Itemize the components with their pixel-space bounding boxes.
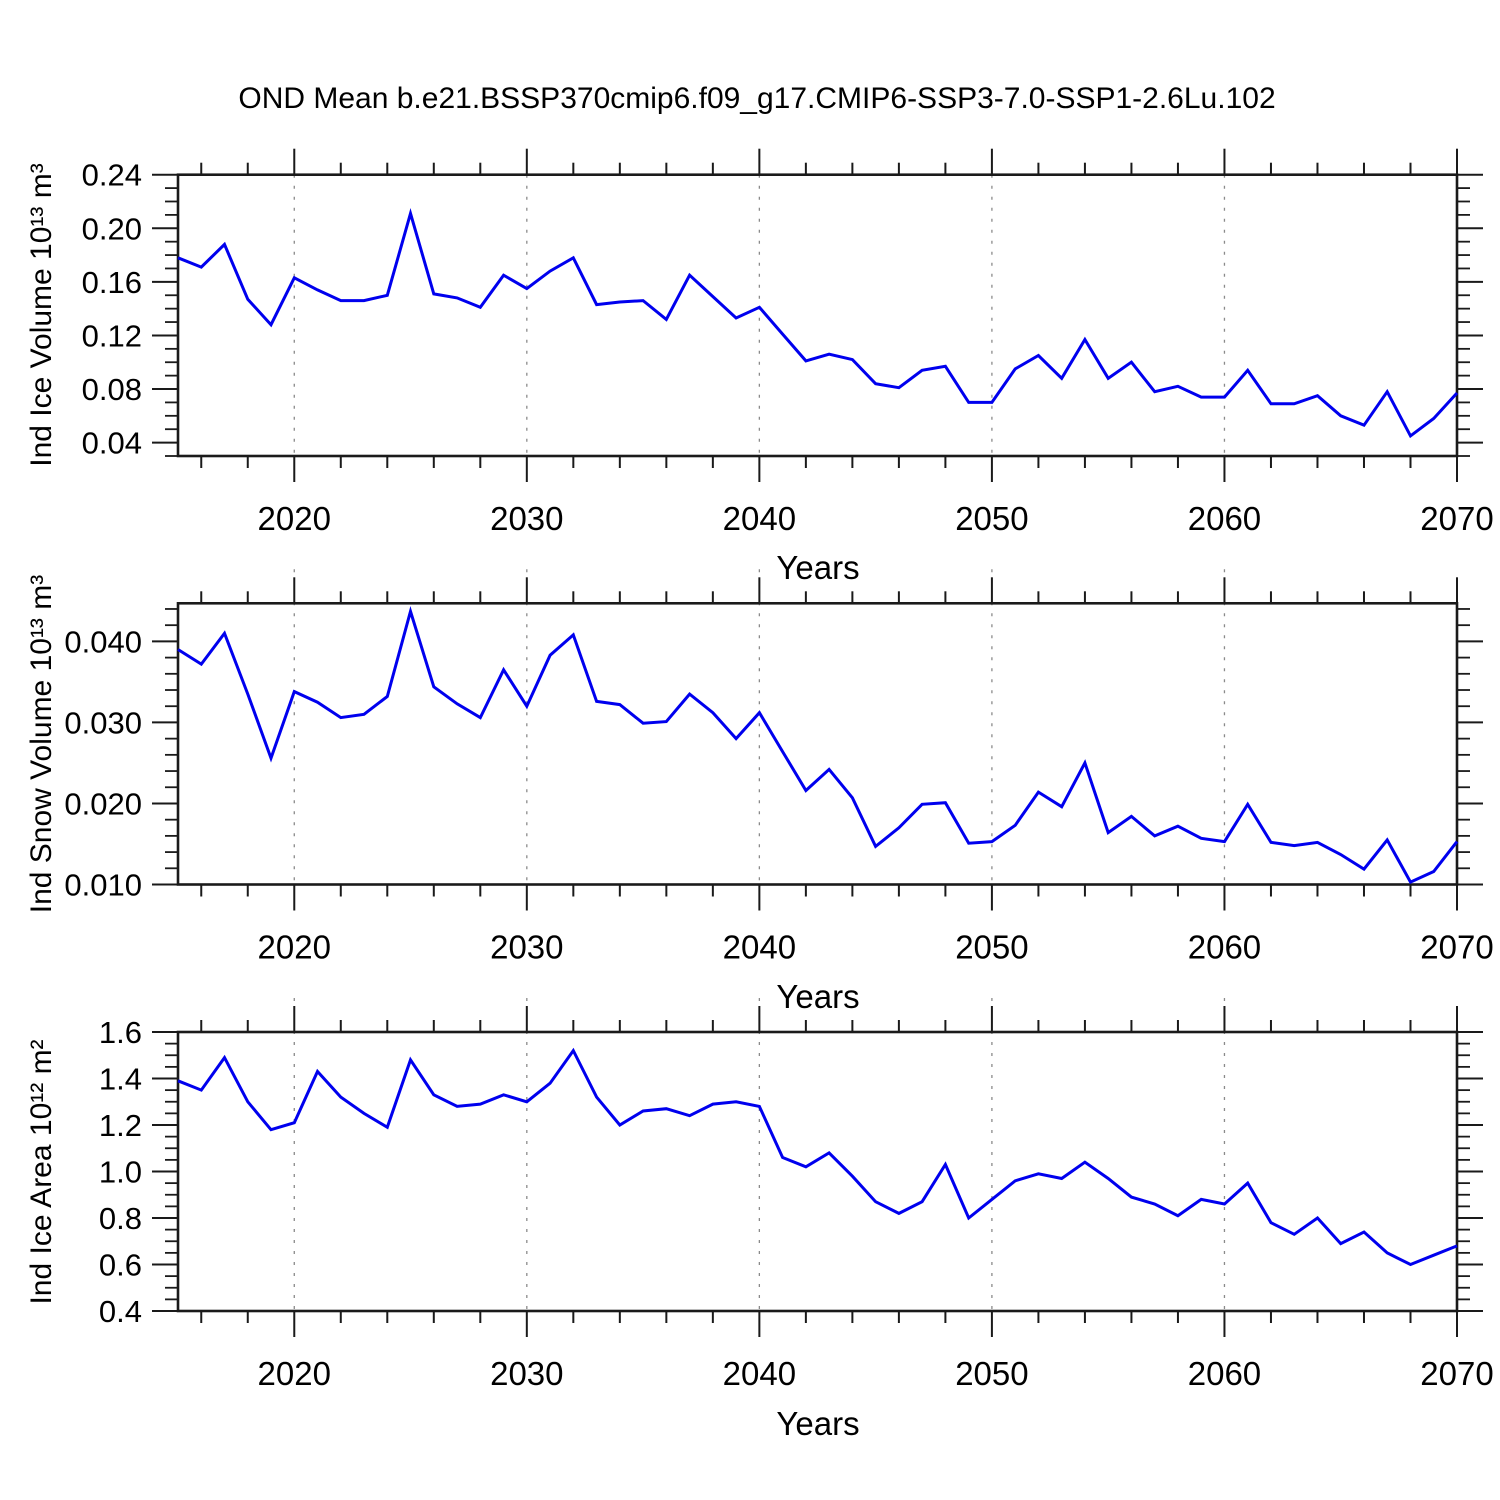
y-axis-label-ice-volume: Ind Ice Volume 10¹³ m³ xyxy=(25,163,58,467)
data-line-ind-ice-area xyxy=(177,1047,1458,1267)
x-tick-label: 2030 xyxy=(490,929,563,966)
x-tick-label: 2050 xyxy=(955,500,1028,537)
y-tick-label: 0.4 xyxy=(99,1294,142,1329)
y-tick-label: 0.010 xyxy=(64,868,142,903)
y-tick-label: 1.4 xyxy=(99,1062,142,1097)
x-tick-label: 2060 xyxy=(1188,500,1261,537)
panel-ind-snow-volume: 2020 2030 2040 2050 2060 2070 0.010 0.020 0.030 0… xyxy=(64,569,1494,966)
x-tick-label: 2020 xyxy=(258,1355,331,1392)
x-tick-label: 2020 xyxy=(258,929,331,966)
x-tick-label: 2050 xyxy=(955,929,1028,966)
y-tick-label: 0.16 xyxy=(82,265,142,300)
x-tick-label: 2030 xyxy=(490,1355,563,1392)
x-tick-label: 2040 xyxy=(723,1355,796,1392)
data-line-ind-snow-volume xyxy=(177,606,1459,885)
y-tick-label: 0.24 xyxy=(82,158,142,193)
axis-frame xyxy=(176,173,1459,458)
x-tick-label: 2060 xyxy=(1188,929,1261,966)
panel-ind-ice-area: 2020 2030 2040 2050 2060 2070 0.4 0.6 0.8 1.0 1.2 1… xyxy=(99,998,1494,1392)
x-tick-label: 2070 xyxy=(1420,1355,1493,1392)
axis-frame xyxy=(176,601,1459,886)
x-tick-label: 2060 xyxy=(1188,1355,1261,1392)
x-tick-label: 2030 xyxy=(490,500,563,537)
y-tick-label: 0.08 xyxy=(82,372,142,407)
axis-frame xyxy=(176,1030,1459,1313)
y-tick-label: 0.040 xyxy=(64,624,142,659)
data-line-ind-ice-volume xyxy=(177,208,1459,439)
x-axis-label-years-1: Years xyxy=(776,549,860,586)
y-tick-label: 1.2 xyxy=(99,1108,142,1143)
y-tick-label: 0.12 xyxy=(82,318,142,353)
x-axis-label-years-3: Years xyxy=(776,1405,860,1442)
x-tick-label: 2070 xyxy=(1420,929,1493,966)
y-tick-label: 0.020 xyxy=(64,786,142,821)
y-tick-label: 0.8 xyxy=(99,1201,142,1236)
x-tick-label: 2040 xyxy=(723,500,796,537)
x-tick-label: 2040 xyxy=(723,929,796,966)
x-tick-label: 2070 xyxy=(1420,500,1493,537)
y-tick-label: 1.0 xyxy=(99,1155,142,1190)
y-tick-label: 1.6 xyxy=(99,1015,142,1050)
x-tick-label: 2020 xyxy=(258,500,331,537)
y-tick-label: 0.20 xyxy=(82,211,142,246)
y-tick-label: 0.04 xyxy=(82,426,142,461)
y-tick-label: 0.030 xyxy=(64,705,142,740)
y-axis-label-ice-area: Ind Ice Area 10¹² m² xyxy=(25,1039,58,1305)
y-tick-label: 0.6 xyxy=(99,1248,142,1283)
panel-ind-ice-volume: 2020 2030 2040 2050 2060 2070 0.04 0.08 0.12 0.16… xyxy=(82,148,1494,537)
x-tick-label: 2050 xyxy=(955,1355,1028,1392)
x-axis-label-years-2: Years xyxy=(776,978,860,1015)
chart-title: OND Mean b.e21.BSSP370cmip6.f09_g17.CMIP… xyxy=(238,82,1276,115)
y-axis-label-snow-volume: Ind Snow Volume 10¹³ m³ xyxy=(25,574,58,914)
